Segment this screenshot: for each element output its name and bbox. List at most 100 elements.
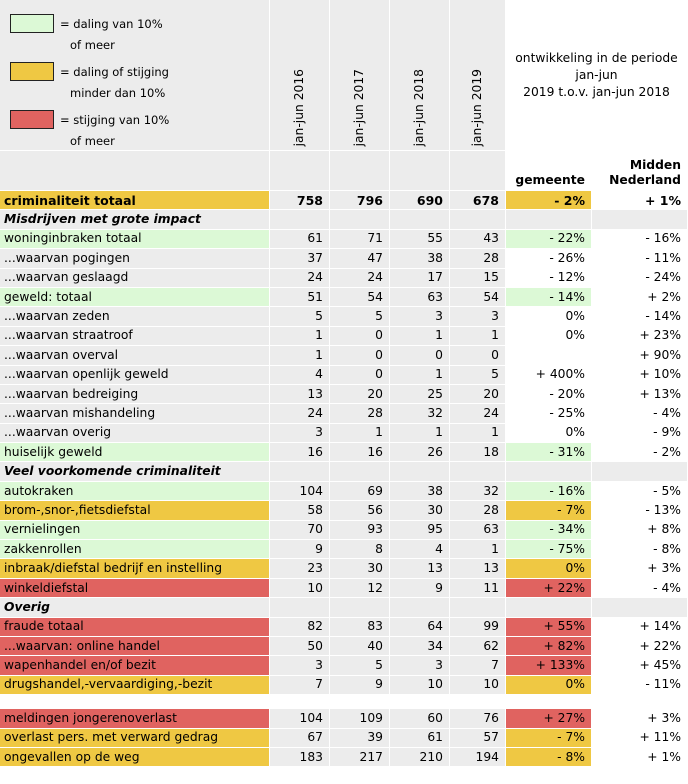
- value-cell: 1: [450, 423, 506, 444]
- gemeente-change-cell: - 20%: [506, 384, 592, 405]
- column-header-label: jan-jun 2016: [292, 68, 306, 146]
- value-cell: 20: [330, 384, 390, 405]
- table-row: ...waarvan pogingen 37 47 38 28- 26% - 11%: [0, 249, 688, 269]
- legend-text: = daling van 10% of meer: [60, 14, 163, 56]
- section-filler: [330, 210, 390, 230]
- value-cell: 34: [390, 636, 450, 657]
- gemeente-change-cell: - 16%: [506, 481, 592, 502]
- table-row: inbraak/diefstal bedrijf en instelling 23…: [0, 559, 688, 579]
- value-cell: 7: [270, 675, 330, 696]
- midden-nederland-change-cell: + 45%: [592, 656, 688, 676]
- section-filler: [450, 598, 506, 618]
- value-cell: 5: [330, 656, 390, 676]
- value-cell: 37: [270, 249, 330, 269]
- value-cell: 1: [450, 326, 506, 347]
- midden-nederland-change-cell: + 8%: [592, 520, 688, 541]
- value-cell: 1: [390, 365, 450, 385]
- development-title-line: jan-jun: [575, 67, 618, 82]
- row-label: ...waarvan geslaagd: [0, 268, 270, 288]
- spacer-cell: [450, 695, 506, 710]
- table-row: huiselijk geweld 16 16 26 18- 31% - 2%: [0, 443, 688, 463]
- midden-nederland-change-cell: - 11%: [592, 675, 688, 696]
- row-label: ...waarvan zeden: [0, 307, 270, 327]
- subheader-empty: [450, 151, 506, 191]
- value-cell: 1: [450, 540, 506, 560]
- table-row: autokraken 104 69 38 32- 16% - 5%: [0, 481, 688, 502]
- value-cell: 1: [270, 346, 330, 366]
- value-cell: 51: [270, 287, 330, 308]
- value-cell: 10: [270, 578, 330, 599]
- value-cell: 0: [450, 346, 506, 366]
- subheader-midden-line: Midden: [629, 158, 681, 172]
- value-cell: 24: [270, 268, 330, 288]
- value-cell: 1: [390, 423, 450, 444]
- gemeente-change-cell: - 7%: [506, 728, 592, 748]
- row-label: ...waarvan: online handel: [0, 636, 270, 657]
- value-cell: 9: [390, 578, 450, 599]
- value-cell: 5: [270, 307, 330, 327]
- legend-line: = stijging van 10%: [60, 113, 170, 127]
- column-header-3: jan-jun 2019: [450, 0, 506, 151]
- value-cell: 40: [330, 636, 390, 657]
- row-label: ...waarvan bedreiging: [0, 384, 270, 405]
- value-cell: 10: [390, 675, 450, 696]
- value-cell: 32: [390, 404, 450, 424]
- midden-nederland-change-cell: - 16%: [592, 229, 688, 250]
- value-cell: 11: [450, 578, 506, 599]
- value-cell: 38: [390, 481, 450, 502]
- column-header-2: jan-jun 2018: [390, 0, 450, 151]
- value-cell: 57: [450, 728, 506, 748]
- gemeente-change-cell: - 14%: [506, 287, 592, 308]
- value-cell: 69: [330, 481, 390, 502]
- section-title: Misdrijven met grote impact: [0, 210, 270, 230]
- midden-nederland-change-cell: + 1%: [592, 747, 688, 768]
- value-cell: 13: [270, 384, 330, 405]
- column-header-label: jan-jun 2017: [352, 68, 366, 146]
- legend-text: = daling of stijging minder dan 10%: [60, 62, 169, 104]
- value-cell: 0: [390, 346, 450, 366]
- section-filler: [592, 210, 688, 230]
- legend-line: minder dan 10%: [70, 86, 166, 100]
- midden-nederland-change-cell: + 90%: [592, 346, 688, 366]
- value-cell: 104: [270, 709, 330, 729]
- section-filler: [390, 210, 450, 230]
- gemeente-change-cell: - 2%: [506, 191, 592, 211]
- value-cell: 796: [330, 191, 390, 211]
- gemeente-change-cell: 0%: [506, 559, 592, 579]
- value-cell: 25: [390, 384, 450, 405]
- row-label: wapenhandel en/of bezit: [0, 656, 270, 676]
- section-filler: [450, 462, 506, 482]
- value-cell: 109: [330, 709, 390, 729]
- subheader-midden-line: Nederland: [609, 173, 681, 187]
- gemeente-change-cell: 0%: [506, 675, 592, 696]
- midden-nederland-change-cell: + 2%: [592, 287, 688, 308]
- value-cell: 54: [450, 287, 506, 308]
- row-label: fraude totaal: [0, 617, 270, 637]
- midden-nederland-change-cell: - 11%: [592, 249, 688, 269]
- value-cell: 28: [450, 249, 506, 269]
- value-cell: 38: [390, 249, 450, 269]
- row-label: ...waarvan mishandeling: [0, 404, 270, 424]
- row-label: autokraken: [0, 481, 270, 502]
- table-row: woninginbraken totaal 61 71 55 43- 22% - 16%: [0, 229, 688, 250]
- legend-line: of meer: [70, 134, 115, 148]
- gemeente-change-cell: 0%: [506, 423, 592, 444]
- value-cell: 758: [270, 191, 330, 211]
- midden-nederland-change-cell: - 2%: [592, 443, 688, 463]
- gemeente-change-cell: - 26%: [506, 249, 592, 269]
- midden-nederland-change-cell: + 11%: [592, 728, 688, 748]
- value-cell: 8: [330, 540, 390, 560]
- row-label: ...waarvan pogingen: [0, 249, 270, 269]
- gemeente-change-cell: + 27%: [506, 709, 592, 729]
- value-cell: 16: [270, 443, 330, 463]
- midden-nederland-change-cell: + 13%: [592, 384, 688, 405]
- row-label: vernielingen: [0, 520, 270, 541]
- row-label: ...waarvan openlijk geweld: [0, 365, 270, 385]
- value-cell: 64: [390, 617, 450, 637]
- development-title-line: ontwikkeling in de periode: [515, 50, 678, 65]
- table-row: brom-,snor-,fietsdiefstal 58 56 30 28- 7% - 1…: [0, 501, 688, 521]
- table-row: vernielingen 70 93 95 63- 34% + 8%: [0, 520, 688, 541]
- section-filler: [270, 462, 330, 482]
- table-row: overlast pers. met verward gedrag 67 39 61 5…: [0, 728, 688, 748]
- development-title-line: 2019 t.o.v. jan-jun 2018: [523, 84, 670, 99]
